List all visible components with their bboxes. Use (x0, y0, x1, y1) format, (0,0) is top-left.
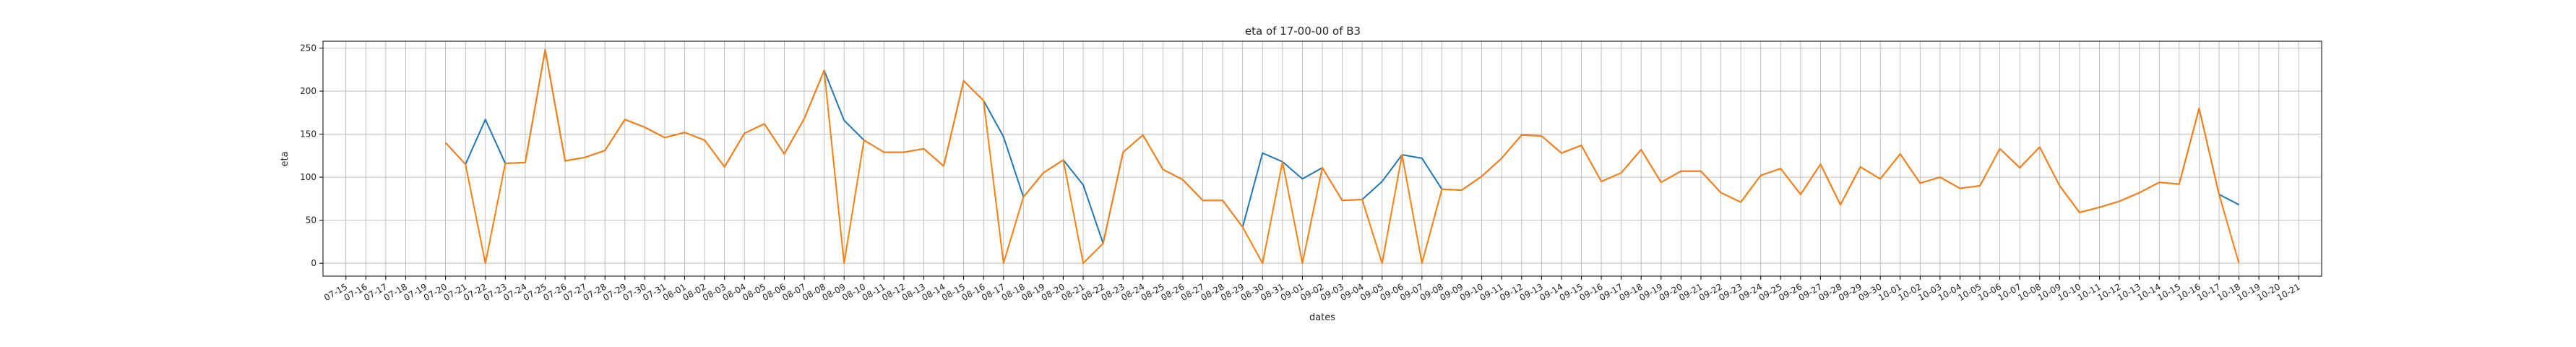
y-axis: 0 50 100 150 200 250 (300, 43, 323, 268)
grid (323, 41, 2322, 276)
series-line (444, 48, 2240, 265)
x-axis-title: dates (1309, 312, 1335, 323)
y-tick-label: 150 (300, 129, 316, 140)
y-axis-title: eta (280, 151, 290, 166)
y-tick-label: 250 (300, 43, 316, 53)
y-tick-label: 200 (300, 86, 316, 96)
series-layer (444, 48, 2240, 265)
y-tick-label: 100 (300, 172, 316, 182)
y-tick-label: 0 (311, 258, 316, 268)
chart-title: eta of 17-00-00 of B3 (1245, 25, 1361, 38)
y-tick-label: 50 (306, 215, 316, 226)
